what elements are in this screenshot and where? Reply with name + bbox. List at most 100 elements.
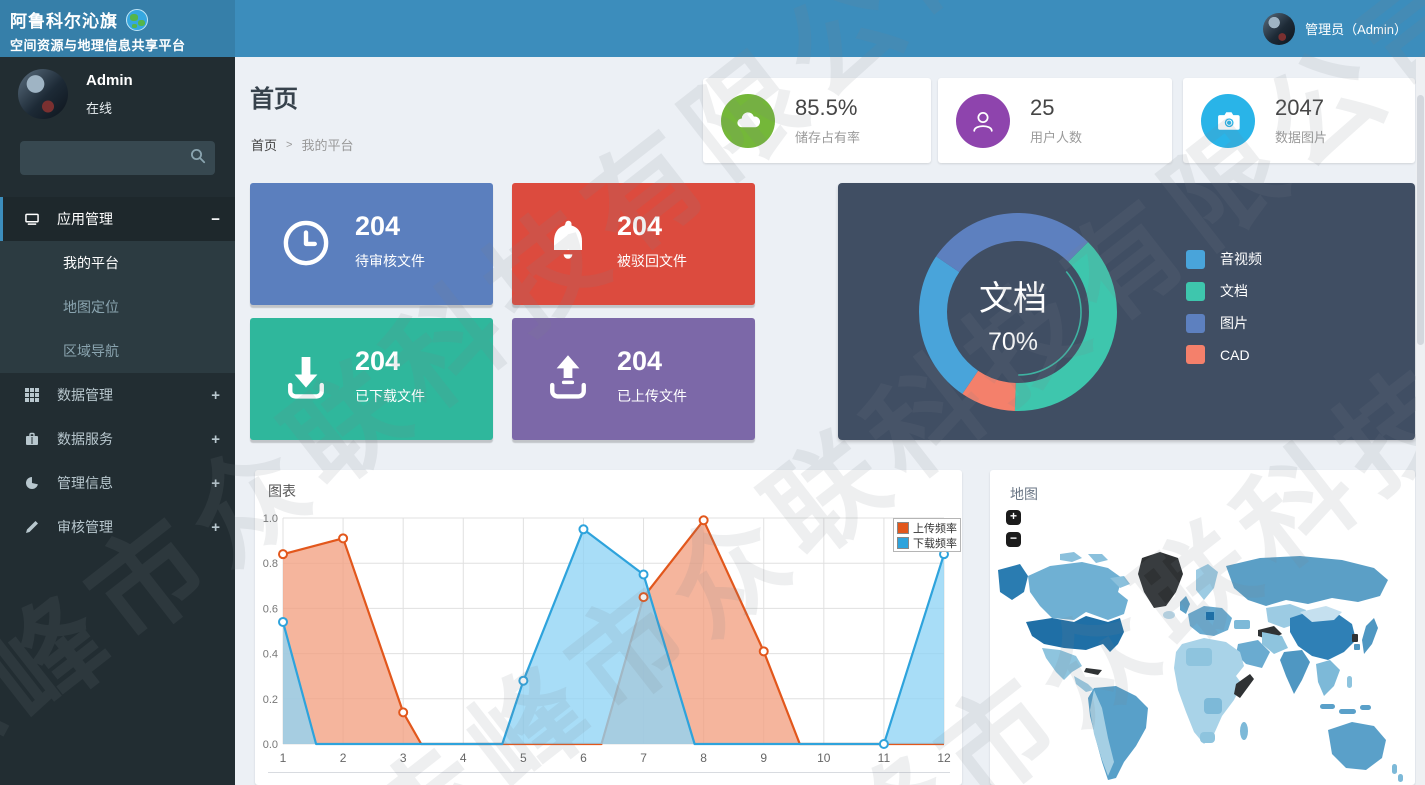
search-icon[interactable]	[190, 148, 206, 169]
info-label: 被驳回文件	[617, 253, 687, 269]
expand-icon: +	[211, 430, 220, 448]
sidebar-search	[20, 141, 215, 175]
sidebar-item-app-management[interactable]: 应用管理 −	[0, 197, 235, 241]
chart-title: 图表	[268, 483, 296, 499]
legend-label: 上传频率	[913, 522, 957, 535]
grid-icon	[25, 388, 39, 402]
scrollbar-track[interactable]	[1416, 57, 1425, 785]
info-card-uploaded: 204 已上传文件	[512, 318, 755, 440]
collapse-icon: −	[211, 210, 220, 228]
info-label: 已上传文件	[617, 388, 687, 404]
sidebar-item-data-management[interactable]: 数据管理 +	[0, 373, 235, 417]
info-label: 待审核文件	[355, 253, 425, 269]
brand-logo[interactable]: 阿鲁科尔沁旗 空间资源与地理信息共享平台	[0, 0, 235, 57]
map-title: 地图	[1010, 486, 1038, 502]
info-value: 204	[355, 346, 401, 376]
sidebar-user-panel: Admin 在线	[0, 57, 235, 127]
world-map[interactable]	[990, 548, 1415, 785]
sidebar-item-label: 应用管理	[57, 211, 113, 227]
user-avatar	[1263, 12, 1296, 45]
map-zoom-in-button[interactable]: +	[1006, 510, 1021, 525]
svg-text:0.0: 0.0	[263, 739, 278, 751]
svg-text:0.8: 0.8	[263, 558, 278, 570]
top-bar: 阿鲁科尔沁旗 空间资源与地理信息共享平台 管理员（Admin）	[0, 0, 1425, 57]
svg-text:0.6: 0.6	[263, 603, 278, 615]
sidebar-user-status: 在线	[86, 100, 113, 116]
legend-label: 文档	[1220, 283, 1248, 299]
frequency-chart-panel: 图表 0.0 0.2 0.4 0.6 0.8 1.0 1 2 3 4 5 6 7 8 9 10 11 12 上传频…	[255, 470, 962, 785]
sidebar-item-data-service[interactable]: 数据服务 +	[0, 417, 235, 461]
legend-swatch	[1186, 345, 1205, 364]
legend-item-download[interactable]: 下载频率	[897, 535, 957, 550]
sidebar-user-name: Admin	[86, 71, 133, 89]
sidebar-item-my-platform[interactable]: 我的平台	[63, 255, 119, 271]
legend-label: CAD	[1220, 346, 1250, 363]
svg-text:0.2: 0.2	[263, 694, 278, 706]
stat-card-users: 25 用户人数	[938, 78, 1172, 163]
legend-item[interactable]: 文档	[1186, 281, 1262, 301]
legend-item-upload[interactable]: 上传频率	[897, 520, 957, 535]
svg-text:3: 3	[400, 751, 407, 765]
legend-swatch	[897, 536, 909, 549]
stat-card-storage: 85.5% 储存占有率	[703, 78, 931, 163]
desktop-icon	[25, 212, 39, 226]
topbar-user-name: 管理员（Admin）	[1305, 22, 1407, 37]
sidebar-item-label: 管理信息	[57, 475, 113, 491]
breadcrumb: 首页 > 我的平台	[251, 135, 353, 154]
legend-swatch	[1186, 313, 1205, 333]
sidebar-item-region-nav[interactable]: 区域导航	[63, 343, 119, 359]
file-type-donut-panel: 文档 70% 音视频 文档 图片 CAD	[838, 183, 1415, 440]
legend-swatch	[897, 521, 909, 534]
sidebar-user-avatar	[18, 69, 68, 119]
sidebar-menu: 应用管理 − 我的平台 地图定位 区域导航 数据管理 +	[0, 197, 235, 549]
legend-item[interactable]: 音视频	[1186, 249, 1262, 269]
sidebar-item-management-info[interactable]: 管理信息 +	[0, 461, 235, 505]
breadcrumb-home[interactable]: 首页	[251, 138, 278, 153]
search-input[interactable]	[20, 150, 190, 166]
stat-label: 储存占有率	[795, 130, 861, 145]
map-panel: 地图 + −	[990, 470, 1415, 785]
expand-icon: +	[211, 518, 220, 536]
legend-item[interactable]: 图片	[1186, 313, 1262, 333]
svg-text:11: 11	[878, 751, 891, 765]
chart-legend: 上传频率 下载频率	[893, 518, 961, 552]
stat-label: 用户人数	[1030, 130, 1083, 145]
sidebar-submenu: 我的平台 地图定位 区域导航	[0, 241, 235, 373]
camera-icon	[1201, 93, 1255, 148]
sidebar-item-map-location[interactable]: 地图定位	[63, 299, 119, 315]
pencil-icon	[25, 520, 39, 534]
expand-icon: +	[211, 474, 220, 492]
legend-label: 音视频	[1220, 251, 1262, 267]
scrollbar-thumb[interactable]	[1417, 95, 1424, 345]
panel-divider	[268, 772, 950, 773]
stat-value: 25	[1030, 95, 1055, 120]
info-card-rejected: 204 被驳回文件	[512, 183, 755, 305]
svg-text:9: 9	[760, 751, 767, 765]
donut-chart[interactable]	[843, 183, 1183, 440]
svg-text:7: 7	[640, 751, 647, 765]
svg-text:1: 1	[280, 751, 287, 765]
topbar-user-menu[interactable]: 管理员（Admin）	[1263, 0, 1407, 57]
clock-icon	[278, 215, 334, 276]
sidebar: Admin 在线 应用管理 − 我的平台 地图定位 区域导航	[0, 57, 235, 785]
briefcase-icon	[25, 432, 39, 446]
svg-text:6: 6	[580, 751, 587, 765]
info-value: 204	[617, 346, 663, 376]
map-zoom-out-button[interactable]: −	[1006, 532, 1021, 547]
svg-text:5: 5	[520, 751, 527, 765]
cloud-icon	[721, 93, 775, 148]
main-content: 首页 首页 > 我的平台 85.5% 储存占有率 25 用户人数	[235, 57, 1425, 785]
svg-text:1.0: 1.0	[263, 513, 278, 525]
info-card-downloaded: 204 已下载文件	[250, 318, 493, 440]
legend-swatch	[1186, 281, 1205, 301]
legend-swatch	[1186, 249, 1205, 269]
area-chart[interactable]: 0.00.20.40.60.81.01 2 3 4 5 6 7 8 9 10 11 12	[255, 510, 962, 775]
svg-text:10: 10	[817, 751, 831, 765]
legend-item[interactable]: CAD	[1186, 345, 1262, 364]
sidebar-item-review-management[interactable]: 审核管理 +	[0, 505, 235, 549]
piechart-icon	[25, 476, 39, 490]
info-card-pending-review: 204 待审核文件	[250, 183, 493, 305]
sidebar-item-label: 数据管理	[57, 387, 113, 403]
globe-icon	[126, 8, 148, 31]
